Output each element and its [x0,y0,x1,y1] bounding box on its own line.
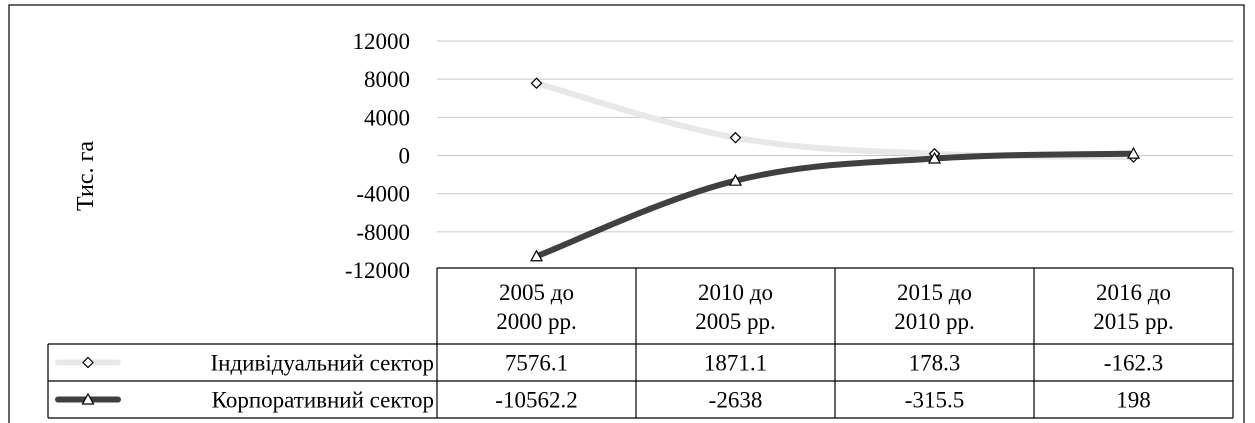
gridlines [437,40,1233,233]
y-tick-label: -12000 [345,258,410,283]
data-table-value: 7576.1 [505,351,568,376]
y-tick-label: -4000 [356,182,410,207]
y-tick-label: -8000 [356,220,410,245]
y-tick-label: 0 [399,144,411,169]
data-table: 2005 до 2000 рр. 2010 до 2005 рр. 2015 до 201… [47,267,1234,419]
category-label: 2005 до 2000 рр. [496,280,577,334]
legend-label: Корпоративний сектор [212,388,434,413]
y-tick-labels: 12000 8000 4000 0 -4000 -8000 -12000 [345,29,410,283]
series-markers [529,77,1141,262]
chart-frame [8,4,1245,423]
y-tick-label: 8000 [364,67,410,92]
data-table-value: -2638 [709,388,763,413]
legend-key-marker [82,356,94,369]
legend-label: Індивідуальний сектор [211,351,435,376]
category-label: 2010 до 2005 рр. [695,280,776,334]
series-line [533,150,1137,260]
data-table-value: 178.3 [909,351,961,376]
data-table-value: 1871.1 [704,351,767,376]
legend-key-marker [81,392,95,405]
category-label: 2015 до 2010 рр. [894,280,975,334]
data-point [927,151,942,164]
y-tick-label: 4000 [364,105,410,130]
y-axis-title: Тис. га [73,141,99,211]
data-table-value: 198 [1116,388,1151,413]
category-label: 2016 до 2015 рр. [1093,280,1174,334]
data-point [1126,146,1141,159]
data-table-value: -10562.2 [495,388,577,413]
data-table-value: -162.3 [1104,351,1163,376]
series-lines [533,80,1137,260]
data-point [729,131,742,144]
data-point [529,249,544,262]
y-tick-label: 12000 [353,29,411,54]
data-table-value: -315.5 [905,388,964,413]
data-point [728,173,743,186]
data-point [530,77,543,90]
